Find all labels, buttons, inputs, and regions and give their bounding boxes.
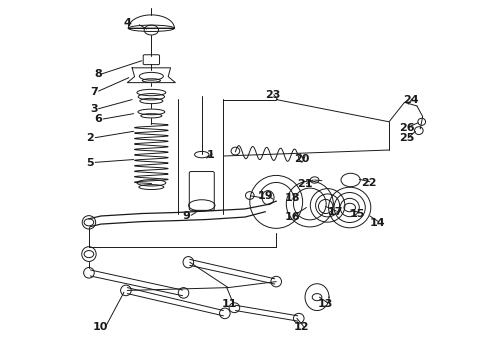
Text: 5: 5 xyxy=(87,158,94,168)
Text: 26: 26 xyxy=(399,123,415,133)
Text: 16: 16 xyxy=(284,212,300,222)
Text: 1: 1 xyxy=(207,150,214,159)
Text: 15: 15 xyxy=(350,208,366,219)
Text: 22: 22 xyxy=(361,178,377,188)
Text: 21: 21 xyxy=(297,179,313,189)
Text: 14: 14 xyxy=(369,218,385,228)
Text: 18: 18 xyxy=(284,193,300,203)
Text: 7: 7 xyxy=(90,87,98,97)
Text: 17: 17 xyxy=(327,207,343,217)
Text: 25: 25 xyxy=(400,133,415,143)
Text: 3: 3 xyxy=(90,104,98,114)
Text: 2: 2 xyxy=(87,133,94,143)
Text: 4: 4 xyxy=(123,18,131,28)
Text: 20: 20 xyxy=(294,154,309,164)
Text: 9: 9 xyxy=(182,211,190,221)
Text: 8: 8 xyxy=(95,69,102,79)
Text: 13: 13 xyxy=(318,299,333,309)
Text: 24: 24 xyxy=(403,95,418,104)
Text: 10: 10 xyxy=(92,323,108,333)
Text: 11: 11 xyxy=(222,299,237,309)
Text: 19: 19 xyxy=(257,191,273,201)
Text: 12: 12 xyxy=(294,323,309,333)
Text: 6: 6 xyxy=(95,114,102,124)
Text: 23: 23 xyxy=(265,90,281,100)
